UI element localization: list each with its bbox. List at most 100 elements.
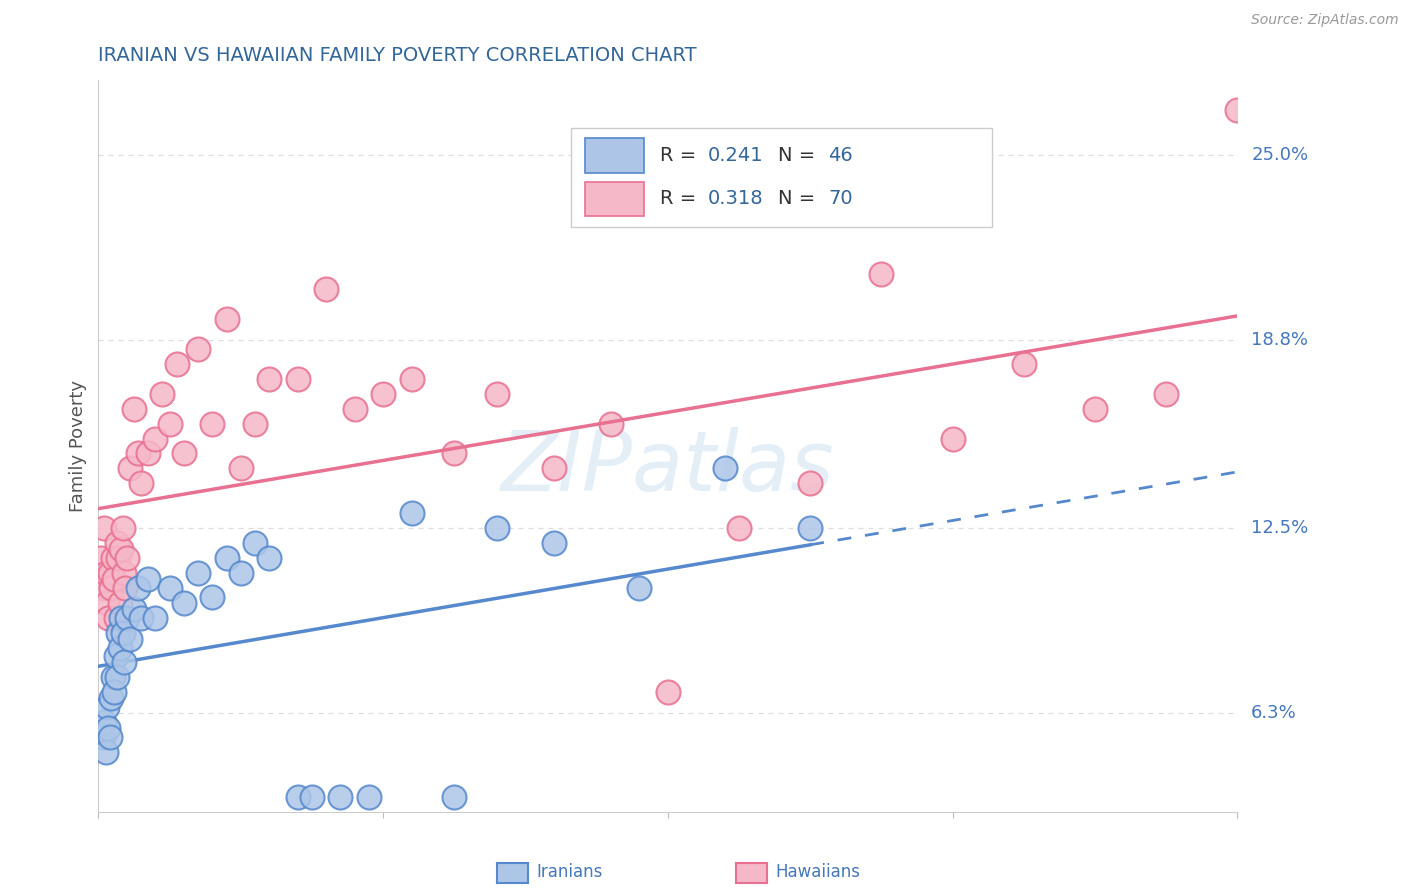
Point xyxy=(173,596,195,610)
Point xyxy=(600,417,623,431)
FancyBboxPatch shape xyxy=(571,128,993,227)
Text: 12.5%: 12.5% xyxy=(1251,519,1309,537)
Point xyxy=(152,386,174,401)
Point xyxy=(100,691,122,706)
Point xyxy=(127,581,149,595)
Point xyxy=(259,372,281,386)
Point xyxy=(136,572,159,586)
Point xyxy=(108,640,131,655)
Point xyxy=(101,551,124,566)
Text: N =: N = xyxy=(779,146,823,165)
Point xyxy=(1084,401,1107,416)
Point xyxy=(112,656,135,670)
Point xyxy=(243,417,266,431)
Point xyxy=(136,446,159,460)
Point xyxy=(104,649,127,664)
Point xyxy=(93,715,115,730)
Text: 70: 70 xyxy=(828,189,853,209)
Point xyxy=(187,342,209,356)
Point xyxy=(98,730,121,744)
Point xyxy=(443,446,465,460)
Point xyxy=(728,521,751,535)
Point xyxy=(115,610,138,624)
Point xyxy=(97,610,120,624)
Point xyxy=(111,521,134,535)
Point xyxy=(110,541,132,556)
Text: ZIPatlas: ZIPatlas xyxy=(501,427,835,508)
Point xyxy=(942,432,965,446)
Point xyxy=(91,730,114,744)
Point xyxy=(215,312,238,326)
Point xyxy=(98,566,121,580)
Point xyxy=(187,566,209,580)
Point xyxy=(107,551,129,566)
Point xyxy=(259,551,281,566)
Point xyxy=(145,432,167,446)
Point xyxy=(486,386,509,401)
Point xyxy=(103,685,125,699)
Point xyxy=(543,461,565,475)
Point xyxy=(100,581,122,595)
Point xyxy=(287,789,309,804)
Point xyxy=(118,632,141,646)
Point xyxy=(93,521,115,535)
Point xyxy=(229,566,252,580)
Point xyxy=(243,536,266,550)
Point xyxy=(96,596,118,610)
Point xyxy=(104,610,127,624)
Point xyxy=(301,789,323,804)
Point xyxy=(371,386,394,401)
Point xyxy=(657,685,679,699)
Point xyxy=(870,268,893,282)
Text: N =: N = xyxy=(779,189,823,209)
Text: Source: ZipAtlas.com: Source: ZipAtlas.com xyxy=(1251,13,1399,28)
Point xyxy=(105,536,128,550)
Point xyxy=(229,461,252,475)
Point xyxy=(111,625,134,640)
Point xyxy=(110,610,132,624)
Point xyxy=(129,476,152,491)
Point xyxy=(201,590,224,604)
Point xyxy=(443,789,465,804)
Point xyxy=(628,581,651,595)
Point xyxy=(122,401,145,416)
Point xyxy=(401,506,423,520)
Text: 46: 46 xyxy=(828,146,853,165)
Text: Iranians: Iranians xyxy=(537,863,603,881)
Text: R =: R = xyxy=(659,189,703,209)
Point xyxy=(357,789,380,804)
Point xyxy=(145,610,167,624)
Point xyxy=(166,357,188,371)
Point xyxy=(329,789,352,804)
Point xyxy=(799,521,821,535)
Point xyxy=(401,372,423,386)
Text: IRANIAN VS HAWAIIAN FAMILY POVERTY CORRELATION CHART: IRANIAN VS HAWAIIAN FAMILY POVERTY CORRE… xyxy=(98,45,697,65)
Text: 0.241: 0.241 xyxy=(707,146,763,165)
Point xyxy=(107,625,129,640)
Point xyxy=(101,670,124,684)
Point xyxy=(173,446,195,460)
Point xyxy=(159,581,181,595)
Point xyxy=(122,601,145,615)
Bar xyxy=(585,182,644,216)
Point xyxy=(1154,386,1177,401)
Bar xyxy=(585,138,644,173)
Point xyxy=(1012,357,1035,371)
Point xyxy=(115,551,138,566)
Text: 0.318: 0.318 xyxy=(707,189,763,209)
Point xyxy=(96,700,118,714)
Point xyxy=(315,282,337,296)
Point xyxy=(105,670,128,684)
Point xyxy=(112,566,135,580)
Point xyxy=(129,610,152,624)
Point xyxy=(91,581,114,595)
Point xyxy=(215,551,238,566)
Text: 6.3%: 6.3% xyxy=(1251,704,1296,723)
Point xyxy=(543,536,565,550)
Text: 18.8%: 18.8% xyxy=(1251,331,1308,349)
Point xyxy=(799,476,821,491)
Point xyxy=(159,417,181,431)
Point xyxy=(90,551,112,566)
Point xyxy=(118,461,141,475)
Point xyxy=(103,572,125,586)
